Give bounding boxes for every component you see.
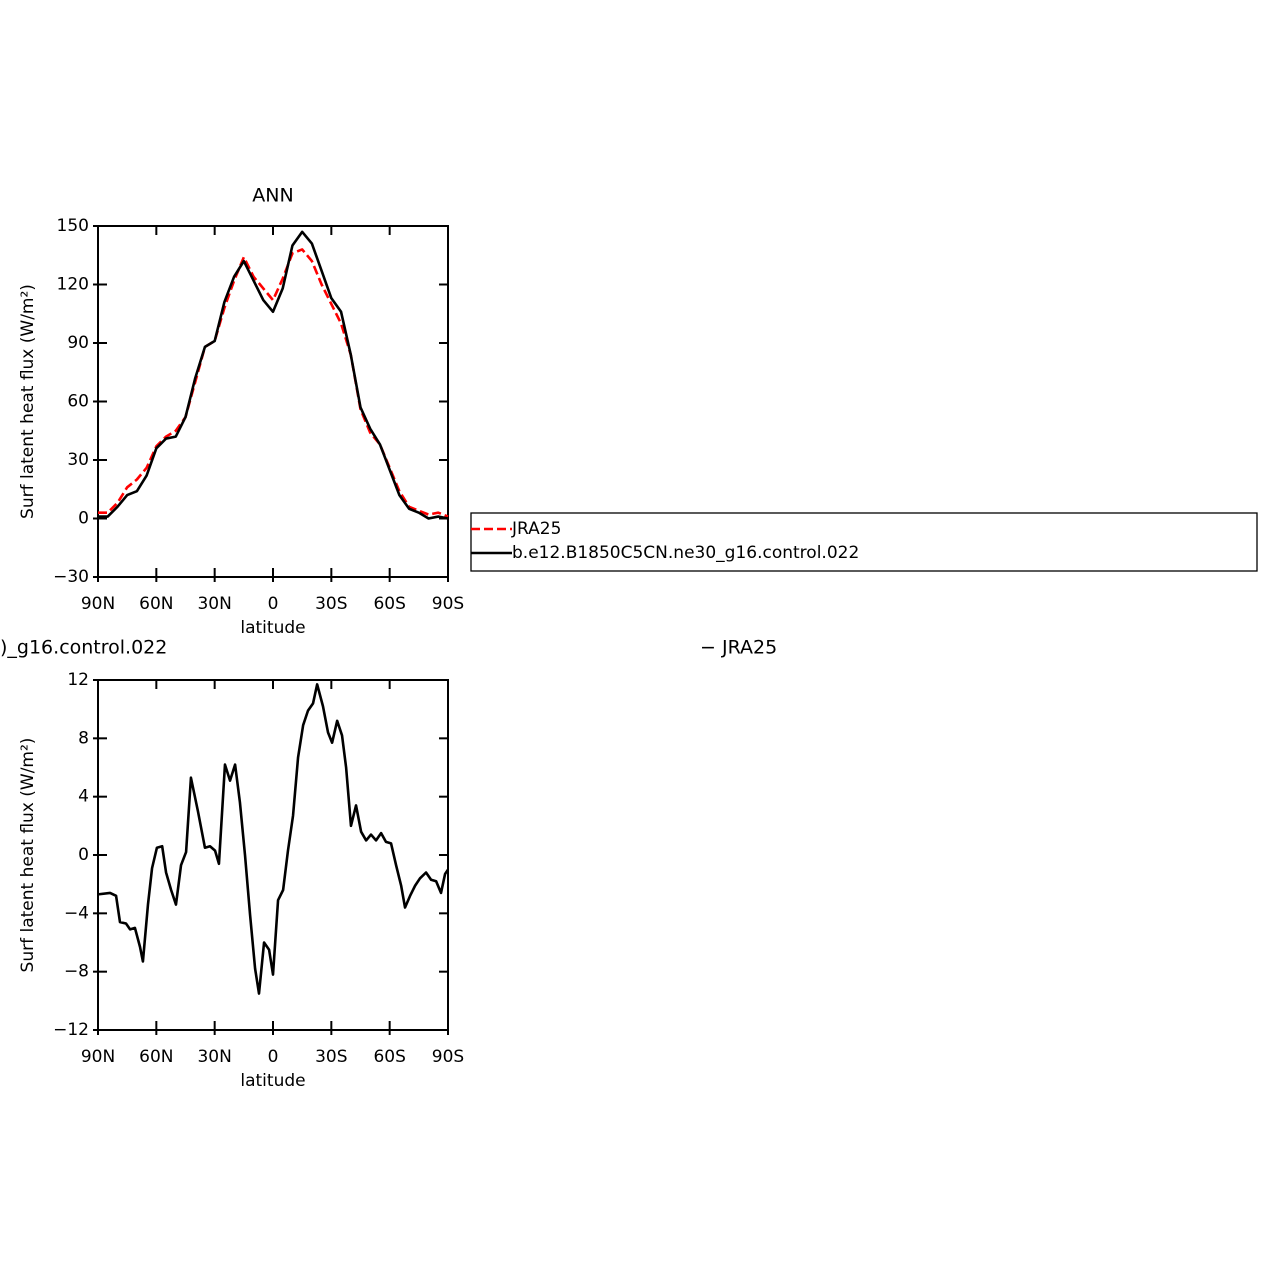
- legend-box: [470, 512, 1258, 572]
- x-tick-label: 0: [268, 1047, 279, 1067]
- chart-title-right: − JRA25: [700, 637, 777, 659]
- y-tick-label: 4: [78, 787, 89, 807]
- x-tick-label: 30N: [197, 1047, 231, 1067]
- x-axis-label: latitude: [240, 1071, 305, 1091]
- y-axis-label: Surf latent heat flux (W/m²): [18, 284, 38, 519]
- plot-frame: [97, 225, 449, 578]
- x-tick-label: 90S: [432, 1047, 464, 1067]
- y-axis-label: Surf latent heat flux (W/m²): [18, 738, 38, 973]
- data-line: [98, 248, 449, 518]
- chart-title: ANN: [252, 185, 293, 207]
- x-tick-label: 30S: [315, 594, 347, 614]
- y-tick-label: 0: [78, 509, 89, 529]
- data-line: [97, 683, 450, 995]
- y-tick-label: −4: [64, 903, 89, 923]
- y-tick-label: 90: [67, 333, 89, 353]
- y-tick-label: 8: [78, 728, 89, 748]
- x-tick-label: 90N: [81, 594, 115, 614]
- x-tick-label: 0: [268, 594, 279, 614]
- x-axis-label: latitude: [240, 618, 305, 638]
- x-tick-label: 60N: [139, 594, 173, 614]
- y-tick-label: 60: [67, 392, 89, 412]
- x-tick-label: 90N: [81, 1047, 115, 1067]
- x-tick-label: 60S: [373, 594, 405, 614]
- x-tick-label: 30S: [315, 1047, 347, 1067]
- y-tick-label: 0: [78, 845, 89, 865]
- y-tick-label: −12: [53, 1020, 89, 1040]
- y-tick-label: −8: [64, 962, 89, 982]
- y-tick-label: 120: [57, 275, 89, 295]
- legend-label: JRA25: [511, 519, 561, 539]
- y-tick-label: 150: [57, 216, 89, 236]
- y-tick-label: 30: [67, 450, 89, 470]
- y-tick-label: 12: [67, 670, 89, 690]
- data-line: [98, 230, 449, 520]
- x-tick-label: 30N: [197, 594, 231, 614]
- x-tick-label: 60N: [139, 1047, 173, 1067]
- chart-title-left: )_g16.control.022: [0, 637, 167, 659]
- y-tick-label: −30: [53, 567, 89, 587]
- x-tick-label: 60S: [373, 1047, 405, 1067]
- legend-label: b.e12.B1850C5CN.ne30_g16.control.022: [512, 543, 859, 563]
- plot-frame: [97, 679, 449, 1031]
- x-tick-label: 90S: [432, 594, 464, 614]
